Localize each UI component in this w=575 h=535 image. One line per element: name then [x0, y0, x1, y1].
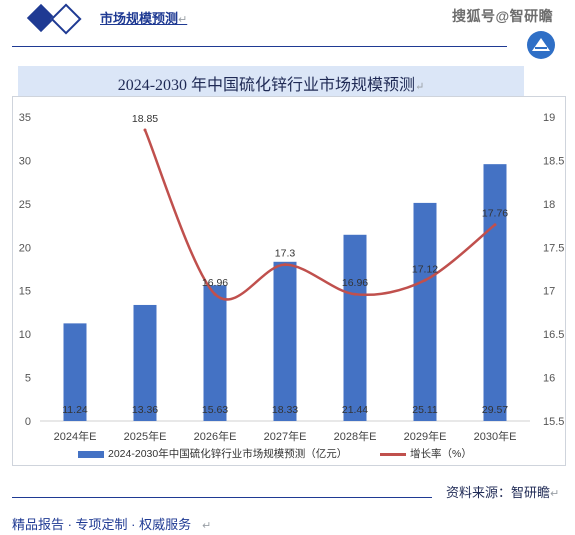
growth-value-label: 17.12 [412, 263, 438, 275]
y-left-tick-label: 25 [19, 199, 31, 211]
x-tick-label: 2028年E [334, 429, 377, 443]
y-right-tick-label: 17.5 [543, 242, 564, 254]
legend-bar-label: 2024-2030年中国硫化锌行业市场规模预测（亿元） [108, 448, 348, 460]
x-tick-label: 2025年E [124, 429, 167, 443]
growth-value-label: 16.96 [342, 277, 368, 289]
bar-value-label: 21.44 [342, 404, 368, 416]
legend-line-label: 增长率（%） [410, 448, 472, 460]
legend-line-swatch [380, 453, 406, 456]
bar [483, 164, 507, 421]
growth-point [353, 292, 357, 296]
y-right-tick-label: 19 [543, 112, 555, 124]
chart-title-text: 2024-2030 年中国硫化锌行业市场规模预测 [117, 77, 416, 94]
header-divider [12, 46, 507, 47]
y-right-tick-label: 18 [543, 199, 555, 211]
y-left-tick-label: 30 [19, 155, 31, 167]
growth-value-label: 18.85 [132, 113, 158, 125]
growth-point [493, 223, 497, 227]
growth-line [143, 129, 496, 301]
growth-value-label: 17.76 [482, 208, 508, 220]
bar [133, 304, 157, 421]
bar [413, 202, 437, 421]
x-tick-label: 2027年E [264, 429, 307, 443]
x-tick-label: 2026年E [194, 429, 237, 443]
return-mark: ↵ [178, 14, 188, 26]
bar [273, 261, 297, 421]
footer-services: 精品报告 · 专项定制 · 权威服务 ↵ [12, 514, 211, 533]
footer-divider [12, 497, 432, 498]
y-left-tick-label: 0 [25, 416, 31, 428]
source-return-mark: ↵ [550, 488, 560, 500]
y-left-tick-label: 5 [25, 373, 31, 385]
brand-title-text: 市场规模预测 [100, 11, 179, 26]
growth-value-label: 17.3 [275, 248, 296, 260]
chart-title: 2024-2030 年中国硫化锌行业市场规模预测↵ [18, 71, 524, 95]
growth-value-label: 16.96 [202, 277, 228, 289]
y-right-tick-label: 15.5 [543, 416, 564, 428]
title-return-mark: ↵ [415, 81, 425, 93]
y-right-tick-label: 16.5 [543, 329, 564, 341]
bar-value-label: 13.36 [132, 404, 158, 416]
y-left-tick-label: 15 [19, 286, 31, 298]
bar-value-label: 25.11 [412, 404, 438, 416]
y-right-tick-label: 18.5 [543, 155, 564, 167]
growth-point [213, 292, 217, 296]
chart-title-box [18, 66, 524, 96]
brand-title: 市场规模预测↵ [100, 8, 187, 27]
footer-services-text: 精品报告 · 专项定制 · 权威服务 [12, 517, 192, 532]
growth-point [283, 263, 287, 267]
x-tick-label: 2024年E [54, 429, 97, 443]
bar-value-label: 11.24 [62, 404, 88, 416]
growth-point [423, 278, 427, 282]
bar-value-label: 29.57 [482, 404, 508, 416]
legend-bar-swatch [78, 451, 104, 458]
y-left-tick-label: 20 [19, 242, 31, 254]
bar-value-label: 18.33 [272, 404, 298, 416]
footer-return-mark: ↵ [201, 520, 212, 532]
watermark: 搜狐号@智研瞻 [452, 8, 554, 24]
source-note: 资料来源：智研瞻↵ [446, 482, 559, 501]
source-text: 资料来源：智研瞻 [446, 485, 551, 500]
bar [63, 323, 87, 421]
growth-point [143, 128, 147, 132]
x-tick-label: 2030年E [474, 429, 517, 443]
y-left-tick-label: 35 [19, 112, 31, 124]
x-tick-label: 2029年E [404, 429, 447, 443]
bar [343, 234, 367, 421]
bar [203, 285, 227, 421]
y-right-tick-label: 16 [543, 373, 555, 385]
chart-frame [12, 96, 566, 466]
bar-value-label: 15.63 [202, 404, 228, 416]
y-right-tick-label: 17 [543, 286, 555, 298]
y-left-tick-label: 10 [19, 329, 31, 341]
brand-logo-icon [527, 31, 555, 59]
